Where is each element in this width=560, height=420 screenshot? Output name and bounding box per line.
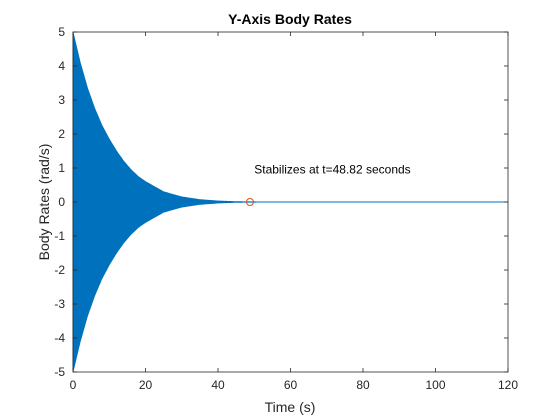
x-tick-label: 60 [284, 378, 298, 392]
y-tick-label: 5 [58, 25, 65, 39]
x-tick-label: 20 [139, 378, 153, 392]
y-tick-label: 4 [58, 59, 65, 73]
x-tick-label: 120 [498, 378, 518, 392]
x-axis-label: Time (s) [265, 399, 316, 415]
x-tick-label: 40 [211, 378, 225, 392]
x-tick-label: 80 [356, 378, 370, 392]
y-tick-label: 1 [58, 161, 65, 175]
y-tick-label: 0 [58, 195, 65, 209]
y-tick-label: 3 [58, 93, 65, 107]
y-tick-label: -4 [54, 331, 65, 345]
x-tick-label: 0 [70, 378, 77, 392]
chart-title: Y-Axis Body Rates [228, 11, 352, 27]
y-tick-label: -2 [54, 263, 65, 277]
y-tick-label: -1 [54, 229, 65, 243]
stabilization-annotation: Stabilizes at t=48.82 seconds [254, 163, 410, 177]
y-tick-label: 2 [58, 127, 65, 141]
y-axis-label: Body Rates (rad/s) [36, 144, 52, 261]
y-tick-label: -5 [54, 365, 65, 379]
y-tick-label: -3 [54, 297, 65, 311]
x-tick-label: 100 [425, 378, 445, 392]
